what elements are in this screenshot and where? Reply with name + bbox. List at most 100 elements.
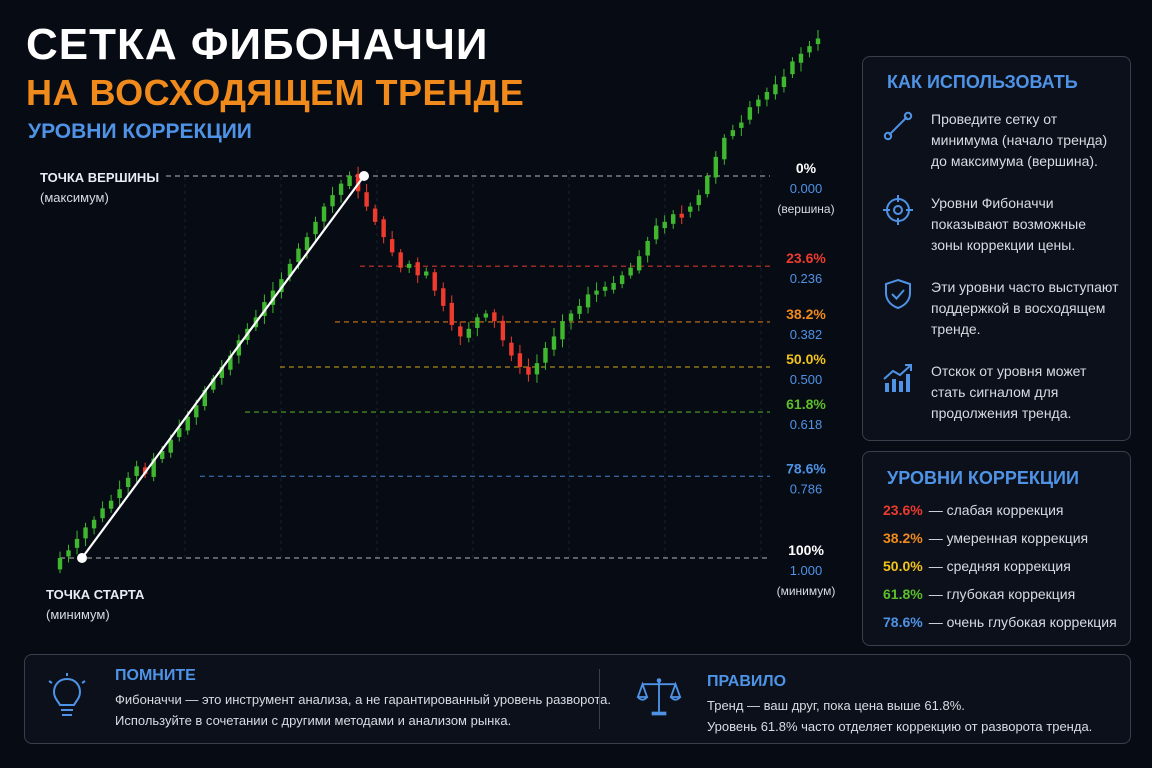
page-subtitle: УРОВНИ КОРРЕКЦИИ [28, 120, 252, 143]
how-to-text: Проведите сетку от минимума (начало тренд… [931, 111, 1108, 169]
fib-level-value: 0.000 [790, 181, 823, 196]
line-tool-icon [883, 111, 913, 141]
candle-body [543, 347, 548, 363]
candle-body [313, 221, 318, 235]
how-to-item: Проведите сетку от минимума (начало тренд… [863, 109, 1130, 169]
candle-body [500, 320, 506, 341]
candle-body [756, 99, 761, 107]
candle-body [406, 263, 412, 268]
candle-body [287, 263, 293, 277]
remember-title: ПОМНИТЕ [115, 667, 196, 684]
candle-body [475, 317, 480, 328]
candle-body [398, 252, 403, 268]
shield-check-icon [885, 278, 911, 310]
candle-body [151, 458, 156, 477]
candle-body [560, 321, 565, 340]
fib-level-labels: 0% 0.000 (вершина) 23.6% 0.236 38.2% 0.382 50.0… [777, 160, 836, 598]
swing-high-point [359, 171, 369, 181]
candle-body [202, 389, 207, 407]
candle-body [798, 53, 804, 63]
candle-body [125, 477, 131, 487]
fib-level-pct: 23.6% [786, 250, 826, 266]
how-to-item: Уровни Фибоначчи показывают возможные зоны… [863, 193, 1130, 253]
candle-body [219, 367, 225, 378]
lightbulb-icon [48, 673, 86, 716]
candle-body [662, 221, 667, 229]
candle-body [66, 550, 71, 557]
swing-low-label: ТОЧКА СТАРТА [46, 587, 145, 602]
candle-body [194, 405, 199, 418]
candle-body [645, 240, 650, 256]
candle-body [611, 282, 616, 290]
how-to-text: Уровни Фибоначчи показывают возможные зоны… [931, 195, 1086, 253]
how-to-item: Отскок от уровня может стать сигналом для… [863, 361, 1130, 421]
tips-divider [599, 669, 600, 729]
candle-body [526, 366, 531, 375]
candle-body [160, 451, 165, 459]
candle-body [628, 267, 633, 276]
candle-body [424, 271, 429, 276]
candle-body [134, 466, 139, 476]
fibonacci-chart: ТОЧКА ВЕРШИНЫ (максимум) ТОЧКА СТАРТА (м… [40, 29, 836, 622]
fib-level-value: 0.500 [790, 372, 823, 387]
candle-body [372, 208, 378, 222]
candle-body [773, 84, 778, 95]
level-row: 78.6% — очень глубокая коррекция [883, 614, 1117, 630]
candlesticks [57, 29, 821, 574]
candle-body [636, 256, 642, 271]
how-to-text: Эти уровни часто выступают поддержкой в в… [931, 279, 1119, 337]
candle-body [747, 107, 753, 120]
candle-body [304, 237, 310, 251]
fib-level-value: 0.618 [790, 417, 823, 432]
candle-body [815, 38, 821, 45]
candle-body [74, 538, 80, 548]
page-title: СЕТКА ФИБОНАЧЧИ [26, 20, 489, 69]
remember-line-2: Используйте в сочетании с другими метода… [115, 713, 512, 728]
level-row: 61.8% — глубокая коррекция [883, 586, 1076, 602]
levels-panel-title: УРОВНИ КОРРЕКЦИИ [887, 468, 1079, 488]
swing-high-sublabel: (максимум) [40, 190, 109, 205]
fib-level-note: (минимум) [777, 584, 836, 598]
candle-body [688, 206, 693, 212]
scales-icon [636, 678, 682, 716]
fib-level-pct: 38.2% [786, 306, 826, 322]
candle-body [509, 342, 514, 356]
candle-body [517, 353, 523, 367]
level-row: 50.0% — средняя коррекция [883, 558, 1071, 574]
candle-body [679, 213, 684, 218]
candle-body [466, 328, 472, 338]
fib-level-value: 0.786 [790, 481, 823, 496]
growth-chart-icon [883, 364, 912, 392]
candle-body [100, 508, 105, 519]
candle-body [577, 305, 582, 314]
candle-body [602, 286, 608, 291]
candle-body [168, 439, 173, 453]
candle-body [381, 219, 386, 238]
candle-body [585, 294, 591, 308]
candle-body [790, 61, 795, 75]
how-to-item: Эти уровни часто выступают поддержкой в в… [863, 277, 1130, 337]
candle-body [730, 130, 736, 137]
candle-body [117, 489, 122, 499]
candle-body [321, 206, 327, 222]
candle-body [696, 195, 701, 206]
candle-body [722, 137, 727, 160]
fib-level-note: (вершина) [777, 202, 834, 216]
how-to-title: КАК ИСПОЛЬЗОВАТЬ [887, 72, 1078, 92]
page-title-second-line: НА ВОСХОДЯЩЕМ ТРЕНДЕ [26, 72, 525, 113]
candle-body [594, 290, 599, 295]
candle-body [807, 46, 812, 53]
candle-body [449, 302, 454, 325]
fib-level-pct: 100% [788, 542, 824, 558]
candle-body [534, 363, 540, 375]
rule-line-1: Тренд — ваш друг, пока цена выше 61.8%. [707, 698, 965, 713]
rule-line-2: Уровень 61.8% часто отделяет коррекцию о… [707, 719, 1093, 734]
candle-body [441, 288, 446, 306]
candle-body [483, 313, 489, 318]
candle-body [364, 192, 369, 207]
candle-body [338, 183, 344, 195]
fib-level-value: 0.236 [790, 271, 823, 286]
fib-level-pct: 61.8% [786, 396, 826, 412]
candle-body [415, 262, 420, 276]
candle-body [713, 156, 718, 178]
